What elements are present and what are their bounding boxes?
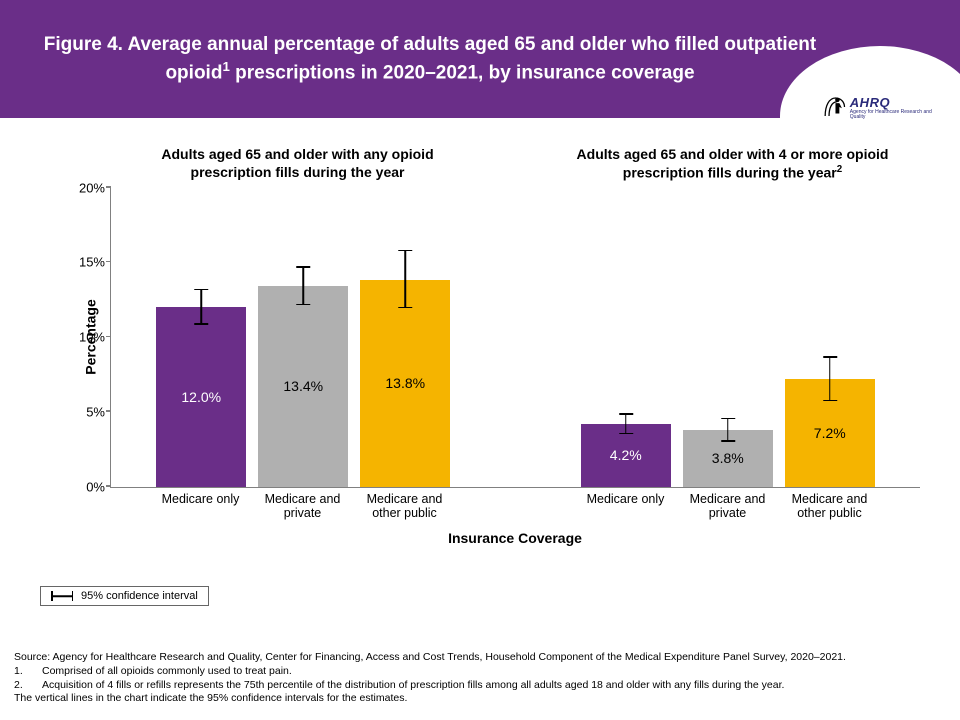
bar: 13.4% [258,286,348,487]
logo-container: AHRQ Agency for Healthcare Research and … [820,46,960,126]
error-bar [405,250,407,309]
x-tick-label: Medicare and private [258,492,348,521]
x-tick-label: Medicare only [581,492,671,521]
error-bar [303,266,305,305]
panel-titles-row: Adults aged 65 and older with any opioid… [110,146,920,182]
x-tick-label: Medicare and other public [785,492,875,521]
x-tick-label: Medicare and private [683,492,773,521]
ci-legend-icon [51,591,73,601]
plot-region: Percentage 12.0%13.4%13.8%4.2%3.8%7.2% 0… [110,188,920,488]
figure-title: Figure 4. Average annual percentage of a… [40,32,820,86]
footnote-num-2: 2. [14,679,28,693]
figure-header: Figure 4. Average annual percentage of a… [0,0,960,118]
bar-value-label: 13.4% [258,378,348,394]
y-tick-label: 0% [61,479,105,494]
ahrq-logo-text: AHRQ [850,95,948,110]
x-axis-labels: Medicare only Medicare and private Medicar… [110,492,920,521]
y-tick-label: 20% [61,180,105,195]
error-bar [625,413,627,434]
error-bar [201,289,203,325]
y-tick-label: 10% [61,330,105,345]
panel-title-left: Adults aged 65 and older with any opioid… [110,146,485,182]
bar: 7.2% [785,379,875,487]
panel-title-right: Adults aged 65 and older with 4 or more … [545,146,920,182]
footnote-text-2: Acquisition of 4 fills or refills repres… [42,679,784,693]
footnote-ci: The vertical lines in the chart indicate… [14,692,946,706]
y-tick-label: 5% [61,404,105,419]
error-bar [727,418,729,442]
ci-legend-label: 95% confidence interval [81,590,198,602]
x-tick-label: Medicare only [156,492,246,521]
bar-group: 12.0% 13.4% 13.8% [111,188,496,487]
bar: 12.0% [156,307,246,487]
y-tick-label: 15% [61,255,105,270]
chart-area: Adults aged 65 and older with any opioid… [40,146,920,576]
x-tick-label: Medicare and other public [360,492,450,521]
footnote-source: Source: Agency for Healthcare Research a… [14,651,946,665]
bar-value-label: 7.2% [785,425,875,441]
bar-value-label: 4.2% [581,447,671,463]
bar: 4.2% [581,424,671,487]
bar-value-label: 13.8% [360,375,450,391]
footnotes: Source: Agency for Healthcare Research a… [14,651,946,706]
footnote-num-1: 1. [14,665,28,679]
footnote-text-1: Comprised of all opioids commonly used t… [42,665,292,679]
ci-legend: 95% confidence interval [40,586,209,606]
ahrq-logo-subtitle: Agency for Healthcare Research and Quali… [850,110,948,120]
bar-value-label: 12.0% [156,389,246,405]
hhs-logo-icon [820,94,846,120]
bar-group: 4.2% 3.8% 7.2% [536,188,921,487]
x-axis-title: Insurance Coverage [110,530,920,546]
bar-value-label: 3.8% [683,450,773,466]
bar: 3.8% [683,430,773,487]
error-bar [829,356,831,401]
bar: 13.8% [360,280,450,487]
